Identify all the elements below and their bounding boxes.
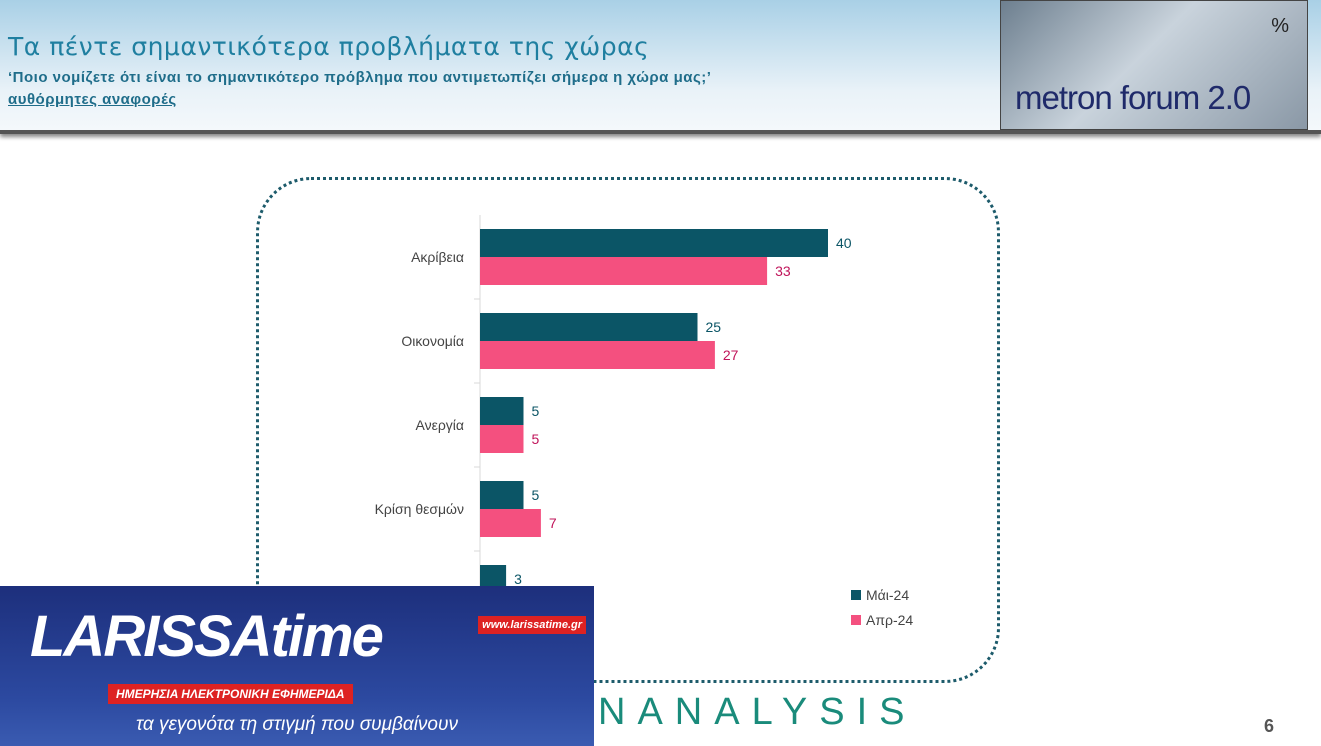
note: αυθόρμητες αναφορές (8, 91, 177, 108)
bar-apr24 (480, 341, 715, 369)
bar-apr24 (480, 257, 768, 285)
analysis-logo: NANALYSIS (598, 691, 917, 733)
data-label: 3 (514, 571, 522, 587)
category-label: Οικονομία (401, 333, 464, 349)
question-text: ‘Ποιο νομίζετε ότι είναι το σημαντικότερ… (8, 69, 712, 86)
bar-mai24 (480, 481, 524, 509)
category-label: Ακρίβεια (411, 249, 464, 265)
slogan: τα γεγονότα τη στιγμή που συμβαίνουν (136, 714, 458, 735)
data-label: 27 (723, 347, 739, 363)
data-label: 5 (532, 403, 540, 419)
legend-swatch (851, 615, 861, 625)
bar-mai24 (480, 397, 524, 425)
larissatime-banner: LARISSAtime www.larissatime.gr ΗΜΕΡΗΣΙΑ … (0, 586, 594, 746)
data-label: 7 (549, 515, 557, 531)
legend-label: Απρ-24 (866, 612, 913, 628)
legend-label: Μάι-24 (866, 587, 909, 603)
tagline: ΗΜΕΡΗΣΙΑ ΗΛΕΚΤΡΟΝΙΚΗ ΕΦΗΜΕΡΙΔΑ (108, 684, 353, 704)
bar-mai24 (480, 229, 828, 257)
metron-forum-logo: % metron forum 2.0 (1000, 0, 1308, 130)
data-label: 33 (775, 263, 791, 279)
data-label: 5 (532, 431, 540, 447)
category-label: Ανεργία (416, 417, 465, 433)
percent-symbol: % (1271, 15, 1289, 37)
category-label: Κρίση θεσμών (375, 501, 464, 517)
bar-apr24 (480, 425, 524, 453)
url-label: www.larissatime.gr (478, 616, 586, 634)
legend-swatch (851, 590, 861, 600)
bar-apr24 (480, 509, 541, 537)
header: Τα πέντε σημαντικότερα προβλήματα της χώ… (0, 0, 1321, 134)
page-title: Τα πέντε σημαντικότερα προβλήματα της χώ… (8, 32, 650, 61)
data-label: 5 (532, 487, 540, 503)
chart-frame (256, 177, 1000, 683)
data-label: 25 (706, 319, 722, 335)
logo-text: metron forum 2.0 (1015, 79, 1251, 116)
bar-mai24 (480, 313, 698, 341)
page-number: 6 (1264, 716, 1275, 736)
data-label: 40 (836, 235, 852, 251)
brand-logo: LARISSAtime (30, 604, 384, 669)
